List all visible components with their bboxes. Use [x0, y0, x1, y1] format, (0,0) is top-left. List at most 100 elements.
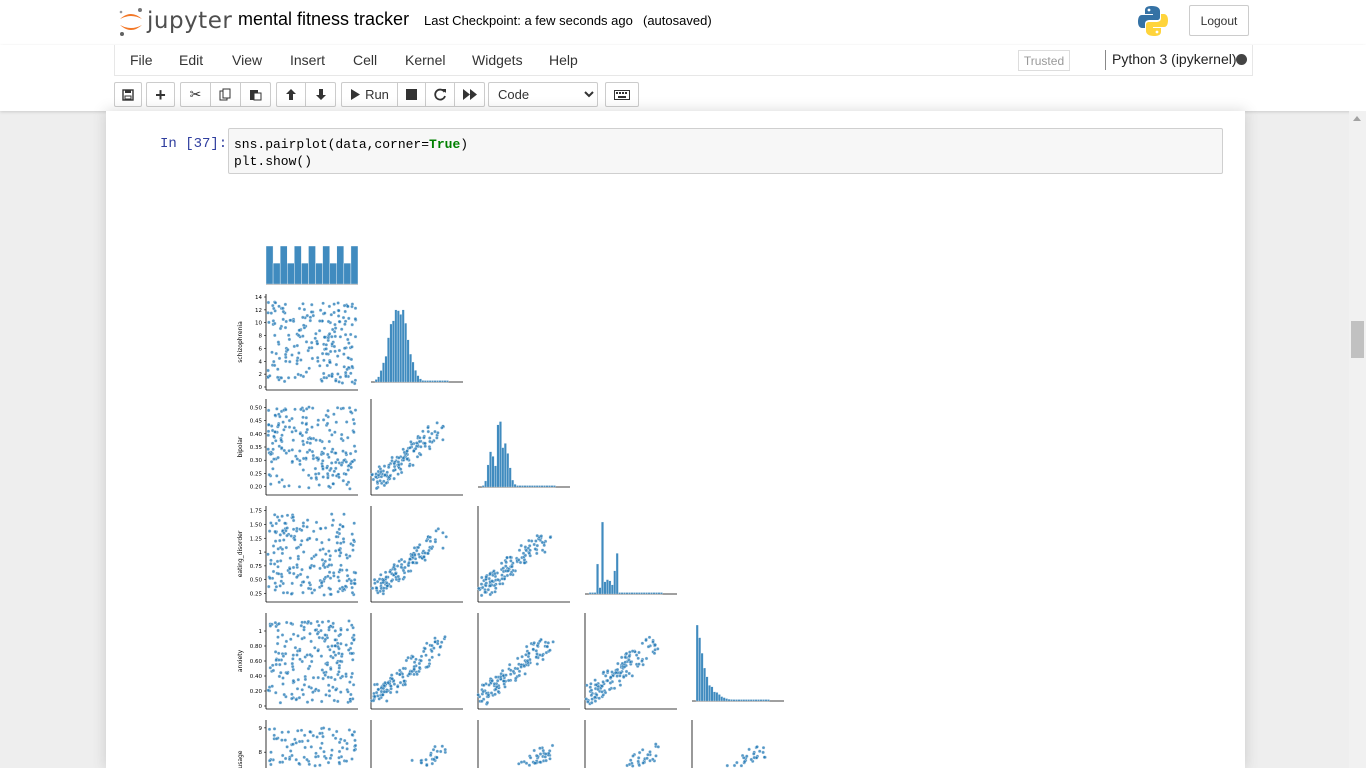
cell-prompt: In [37]: [160, 136, 228, 152]
scrollbar-thumb[interactable] [1351, 321, 1364, 358]
scatter-point [310, 449, 315, 454]
scatter-point [607, 687, 612, 692]
restart-run-all-button[interactable] [455, 83, 484, 106]
diag-hist-bar [606, 579, 609, 595]
scatter-point [323, 637, 328, 642]
y-tick-label: 6 [259, 346, 263, 352]
notebook-title[interactable]: mental fitness tracker [238, 9, 410, 29]
jupyter-logo-text: jupyter [147, 8, 233, 34]
scrollbar[interactable] [1349, 111, 1366, 768]
menu-cell[interactable]: Cell [353, 52, 378, 68]
scatter-point [382, 479, 386, 484]
diag-hist-bar [735, 699, 738, 702]
scatter-point [627, 654, 632, 659]
scatter-point [332, 310, 336, 315]
diag-hist-bar [715, 692, 719, 702]
scatter-point [273, 321, 277, 326]
scatter-point [337, 740, 342, 745]
scatter-point [318, 566, 322, 571]
scatter-point [544, 758, 548, 763]
scatter-point [317, 328, 322, 333]
scatter-point [304, 422, 308, 427]
command-palette-button[interactable] [606, 83, 638, 106]
save-button[interactable] [115, 83, 141, 106]
menu-widgets[interactable]: Widgets [472, 52, 523, 68]
scatter-point [507, 662, 512, 667]
scatter-point [343, 370, 348, 375]
y-tick-label: 0.25 [250, 591, 263, 597]
scatter-point [274, 690, 278, 695]
move-up-button[interactable] [277, 83, 306, 106]
scatter-point [302, 625, 306, 630]
scatter-point [309, 745, 314, 749]
scatter-point [344, 460, 349, 464]
scatter-point [296, 677, 301, 682]
scatter-point [415, 548, 419, 553]
scatter-point [326, 644, 330, 649]
logout-button[interactable]: Logout [1189, 5, 1249, 36]
cut-button[interactable]: ✂ [181, 83, 211, 106]
insert-cell-button[interactable]: + [147, 83, 174, 106]
scatter-point [412, 667, 416, 672]
restart-button[interactable] [426, 83, 455, 106]
menu-edit[interactable]: Edit [179, 52, 204, 68]
interrupt-button[interactable] [398, 83, 426, 106]
scatter-point [344, 472, 348, 476]
scatter-point [302, 683, 307, 687]
menu-view[interactable]: View [232, 52, 263, 68]
scatter-point [628, 758, 633, 762]
jupyter-logo[interactable]: jupyter [117, 5, 232, 39]
scatter-point [298, 657, 302, 662]
diag-hist-bar [406, 339, 410, 383]
scatter-point [601, 693, 606, 697]
scatter-point [327, 428, 332, 433]
run-button[interactable]: Run [342, 83, 398, 106]
scatter-point [330, 374, 334, 379]
scatter-point [341, 540, 346, 544]
scatter-point [527, 651, 531, 655]
scatter-point [347, 316, 351, 321]
scatter-point [343, 584, 348, 588]
scatter-point [290, 696, 294, 701]
scatter-point [308, 318, 313, 323]
move-down-button[interactable] [306, 83, 335, 106]
diag-hist-bar [623, 592, 626, 595]
menu-insert[interactable]: Insert [290, 52, 326, 68]
scatter-point [415, 455, 420, 459]
scroll-up-arrow-icon[interactable] [1353, 116, 1361, 121]
menu-kernel[interactable]: Kernel [405, 52, 446, 68]
scatter-point [279, 446, 284, 450]
scatter-point [417, 661, 422, 666]
restart-icon [433, 88, 446, 101]
diag-hist-bar [650, 592, 653, 595]
scatter-point [741, 756, 746, 760]
scissors-icon: ✂ [189, 86, 202, 102]
scatter-point [277, 658, 281, 662]
scatter-point [276, 423, 281, 427]
kernel-name[interactable]: Python 3 (ipykernel) [1112, 51, 1237, 67]
scatter-point [515, 656, 520, 661]
scatter-point [535, 662, 540, 666]
y-tick-label: 0.45 [250, 419, 263, 425]
copy-button[interactable] [211, 83, 241, 106]
menu-help[interactable]: Help [549, 52, 578, 68]
diag-hist-bar [401, 309, 405, 383]
menu-file[interactable]: File [130, 52, 153, 68]
trusted-indicator[interactable]: Trusted [1018, 50, 1070, 71]
scatter-point [282, 448, 287, 453]
scatter-point [288, 556, 293, 560]
scatter-point [402, 575, 407, 580]
diag-hist-bar [727, 699, 731, 702]
scatter-point [584, 697, 589, 701]
code-cell[interactable]: sns.pairplot(data,corner=True) plt.show(… [228, 128, 1223, 174]
scatter-point [269, 482, 273, 486]
diag-hist-bar [516, 485, 519, 488]
paste-button[interactable] [241, 83, 270, 106]
scatter-point [651, 757, 655, 762]
scatter-point [498, 674, 503, 679]
scatter-point [306, 619, 311, 624]
scatter-point [430, 431, 434, 436]
scatter-point [295, 457, 300, 461]
cell-type-select[interactable]: Code [488, 82, 598, 107]
scatter-point [316, 649, 320, 653]
